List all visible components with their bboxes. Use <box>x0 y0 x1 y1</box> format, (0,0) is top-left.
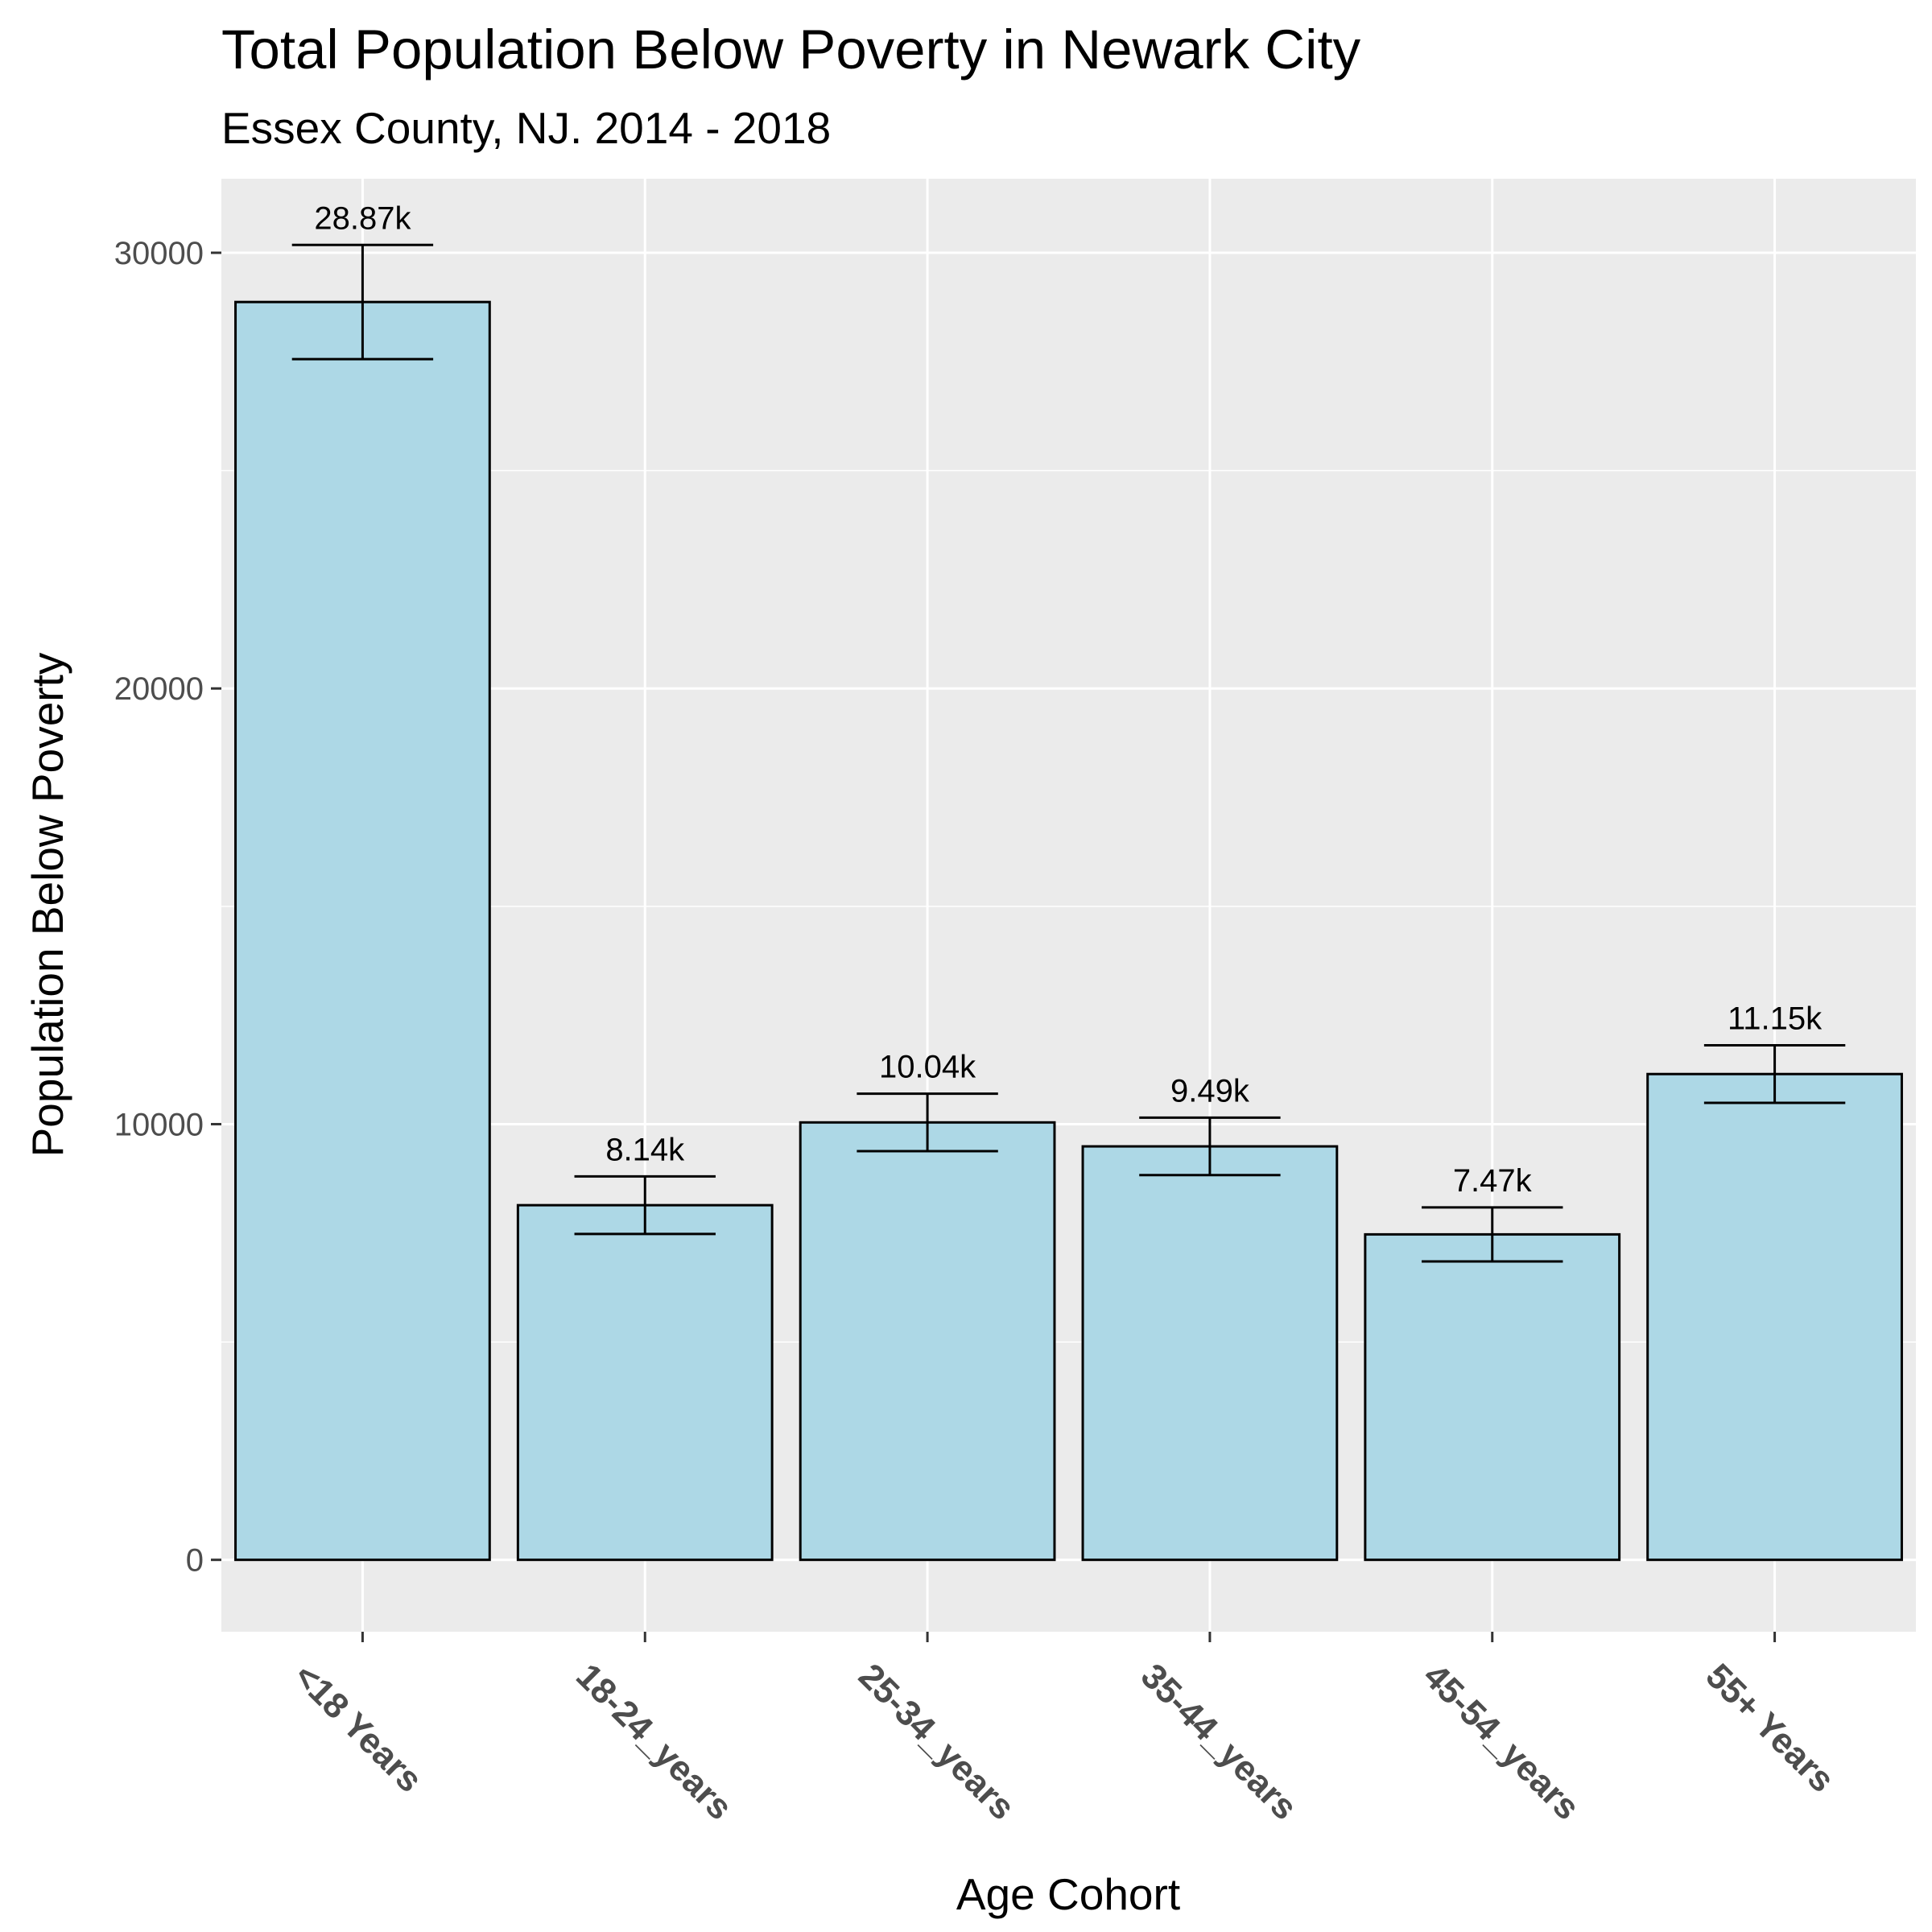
error-bar <box>1422 1206 1563 1263</box>
data-label: 7.47k <box>1453 1163 1533 1199</box>
bars-group <box>234 300 1903 1562</box>
x-axis-title: Age Cohort <box>956 1869 1180 1919</box>
x-tick-label: <18 Years <box>286 1656 430 1800</box>
chart-subtitle: Essex County, NJ. 2014 - 2018 <box>221 103 831 153</box>
error-bar <box>857 1092 998 1153</box>
x-tick-label: 45-54_years <box>1416 1656 1587 1827</box>
y-tick-label: 10000 <box>114 1107 204 1142</box>
bar <box>799 1121 1056 1562</box>
data-label: 28.87k <box>314 200 411 236</box>
x-tick-label: 55+ Years <box>1699 1656 1843 1800</box>
bar <box>1364 1232 1621 1562</box>
bar <box>234 300 491 1562</box>
error-bar <box>291 243 434 361</box>
error-bar <box>574 1174 716 1236</box>
y-tick-label: 0 <box>186 1543 204 1579</box>
bar <box>516 1203 774 1562</box>
y-tick-label: 20000 <box>114 671 204 707</box>
x-tick-label: 35-44_years <box>1133 1656 1305 1827</box>
bar <box>1646 1072 1903 1562</box>
plot-panel <box>221 179 1916 1632</box>
data-label: 11.15k <box>1728 1001 1823 1037</box>
data-label: 8.14k <box>605 1132 685 1167</box>
bar <box>1081 1145 1339 1562</box>
y-axis: 0 10000 20000 30000 <box>114 236 221 1579</box>
error-bar <box>1703 1044 1846 1104</box>
data-label: 9.49k <box>1170 1073 1250 1108</box>
data-labels-group: 28.87k 8.14k 10.04k 9.49k 7.47k 11.15k <box>314 200 1823 1199</box>
x-tick-label: 18-24_years <box>568 1656 740 1827</box>
error-bar <box>1139 1116 1281 1177</box>
x-tick-label: 25-34_years <box>851 1656 1022 1827</box>
chart-title: Total Population Below Poverty in Newark… <box>221 19 1361 80</box>
data-label: 10.04k <box>879 1050 976 1085</box>
error-bars-group <box>291 243 1846 1263</box>
y-tick-label: 30000 <box>114 236 204 271</box>
y-axis-title: Population Below Poverty <box>23 652 72 1157</box>
x-axis: <18 Years 18-24_years 25-34_years 35-44_yea… <box>286 1632 1842 1827</box>
